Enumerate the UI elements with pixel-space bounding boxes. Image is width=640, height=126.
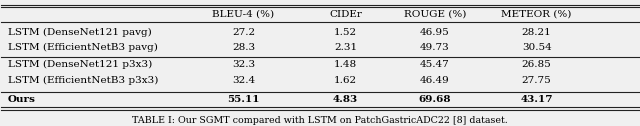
Text: LSTM (EfficientNetB3 p3x3): LSTM (EfficientNetB3 p3x3) (8, 76, 158, 85)
Text: 45.47: 45.47 (420, 60, 449, 69)
Text: 1.52: 1.52 (334, 27, 357, 37)
Text: ROUGE (%): ROUGE (%) (403, 10, 466, 19)
Text: Ours: Ours (8, 95, 36, 104)
Text: LSTM (DenseNet121 pavg): LSTM (DenseNet121 pavg) (8, 27, 152, 37)
Text: 30.54: 30.54 (522, 43, 552, 52)
Text: 43.17: 43.17 (520, 95, 553, 104)
Text: 28.3: 28.3 (232, 43, 255, 52)
Text: CIDEr: CIDEr (329, 10, 362, 19)
Text: 46.95: 46.95 (420, 27, 449, 37)
Text: 49.73: 49.73 (420, 43, 449, 52)
Text: 32.3: 32.3 (232, 60, 255, 69)
Text: 32.4: 32.4 (232, 76, 255, 85)
Text: TABLE I: Our SGMT compared with LSTM on PatchGastricADC22 [8] dataset.: TABLE I: Our SGMT compared with LSTM on … (132, 116, 508, 125)
Text: LSTM (DenseNet121 p3x3): LSTM (DenseNet121 p3x3) (8, 60, 152, 69)
Text: LSTM (EfficientNetB3 pavg): LSTM (EfficientNetB3 pavg) (8, 43, 157, 52)
Text: 46.49: 46.49 (420, 76, 449, 85)
Text: 28.21: 28.21 (522, 27, 552, 37)
Text: METEOR (%): METEOR (%) (502, 10, 572, 19)
Text: 2.31: 2.31 (334, 43, 357, 52)
Text: 1.48: 1.48 (334, 60, 357, 69)
Text: 55.11: 55.11 (227, 95, 260, 104)
Text: 26.85: 26.85 (522, 60, 552, 69)
Text: 69.68: 69.68 (419, 95, 451, 104)
Text: 27.2: 27.2 (232, 27, 255, 37)
Text: BLEU-4 (%): BLEU-4 (%) (212, 10, 275, 19)
Text: 1.62: 1.62 (334, 76, 357, 85)
Text: 27.75: 27.75 (522, 76, 552, 85)
Text: 4.83: 4.83 (333, 95, 358, 104)
